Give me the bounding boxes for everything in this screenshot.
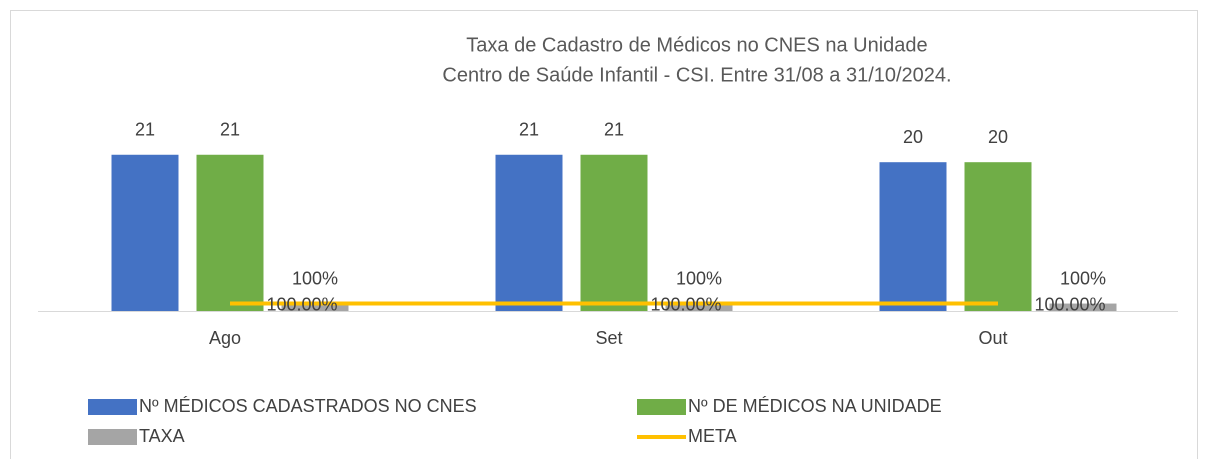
bar (495, 154, 563, 311)
bar (964, 162, 1032, 311)
x-tick-label: Out (978, 328, 1007, 348)
data-label: 21 (519, 120, 539, 140)
bar (111, 154, 179, 311)
legend-swatch (88, 429, 137, 445)
data-label: 100.00% (650, 294, 721, 314)
bar (196, 154, 264, 311)
bar (580, 154, 648, 311)
data-label: 21 (135, 120, 155, 140)
data-label: 100% (1060, 268, 1106, 288)
legend-swatch (637, 399, 686, 415)
data-label: 20 (988, 127, 1008, 147)
data-label: 20 (903, 127, 923, 147)
legend-label: META (688, 426, 737, 446)
data-label: 100% (676, 268, 722, 288)
data-label: 21 (220, 120, 240, 140)
chart-title: Taxa de Cadastro de Médicos no CNES na U… (466, 34, 927, 56)
bar (879, 162, 947, 311)
data-label: 100% (292, 268, 338, 288)
chart-title: Centro de Saúde Infantil - CSI. Entre 31… (442, 64, 951, 86)
x-tick-label: Ago (209, 328, 241, 348)
data-label: 100.00% (1034, 294, 1105, 314)
legend-label: Nº DE MÉDICOS NA UNIDADE (688, 396, 942, 416)
bar (1049, 303, 1117, 311)
legend-label: Nº MÉDICOS CADASTRADOS NO CNES (139, 396, 477, 416)
chart-border (10, 10, 1198, 459)
bar (281, 303, 349, 311)
x-tick-label: Set (595, 328, 622, 348)
data-label: 100.00% (266, 294, 337, 314)
bar (665, 303, 733, 311)
legend-label: TAXA (139, 426, 185, 446)
data-label: 21 (604, 120, 624, 140)
legend-swatch (88, 399, 137, 415)
